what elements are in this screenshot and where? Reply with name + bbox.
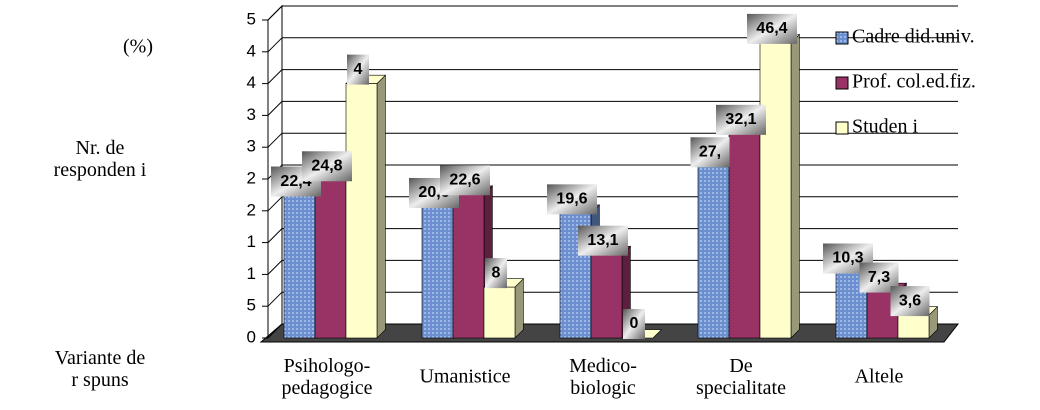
y-tick-label: 2 [247,168,256,187]
x-tick-label: Altele [855,366,904,388]
value-label: 32,1 [725,111,756,128]
y-tick-label: 4 [247,41,256,60]
x-axis-label: Variante de r spuns [55,347,146,391]
bar [483,286,516,339]
y-tick-label: 5 [247,9,256,28]
value-label: 3,6 [899,292,921,309]
grid-line [267,291,283,307]
bar [421,206,454,339]
y-tick-label: 1 [247,264,256,283]
value-label: 0 [630,315,639,332]
value-label-box [485,258,507,289]
x-tick-label: Psihologo-pedagogice [281,355,372,399]
y-tick-label: 3 [247,105,256,124]
grid-line [267,323,283,339]
legend-swatch [835,76,849,90]
value-label-box [302,151,352,182]
bar [897,314,930,339]
value-label-box [578,225,628,256]
value-label: 4 [354,61,363,78]
y-tick-label: 4 [247,73,256,92]
grid-line [267,228,283,243]
value-label: 19,6 [556,191,587,208]
value-label: 10,3 [832,250,863,267]
legend-label: Studen i [852,116,919,138]
bar [345,83,378,339]
grid-line [267,260,283,275]
value-label-box [690,137,730,168]
legend-label: Cadre did.univ. [852,26,975,48]
grid-line [267,196,283,212]
value-label: 46,4 [756,20,787,37]
grid-line [267,37,283,53]
value-label: 8 [492,264,501,281]
y-tick-label: 2 [247,200,256,219]
unit-label: (%) [123,36,153,58]
bar [283,195,316,339]
y-axis-label: Nr. de responden i [54,137,147,181]
bar-side [514,277,524,339]
grid-line [267,101,283,116]
value-label: 22,6 [449,171,480,188]
value-label-box [623,309,645,339]
bar-side [790,33,800,339]
y-tick-label: 5 [247,296,256,315]
legend-label: Prof. col.ed.fiz. [852,71,976,93]
bar [590,254,623,339]
value-label-box [747,13,797,44]
value-label-box [440,165,490,196]
value-label-box [347,54,369,85]
x-tick-label: Medico-biologic [569,355,637,399]
bar-side [376,74,386,339]
legend-swatch [835,31,849,45]
bar [728,133,761,339]
value-label: 27, [699,143,721,160]
value-label: 7,3 [868,269,890,286]
value-label-box [716,104,766,135]
bar [314,179,347,339]
value-label: 24,8 [311,157,342,174]
bar [759,42,792,339]
y-tick-label: 0 [247,327,256,346]
grid-line [267,69,283,84]
y-tick-label: 3 [247,137,256,156]
value-label-box [547,184,597,215]
y-tick-label: 1 [247,232,256,251]
value-label: 13,1 [587,232,618,249]
bar [697,165,730,339]
x-tick-label: De specialitate [696,355,786,399]
grid-line [267,5,283,21]
value-label-box [890,286,930,317]
bar [452,193,485,339]
grid-line [267,132,283,148]
legend-swatch [835,121,849,135]
x-tick-label: Umanistice [419,366,510,388]
